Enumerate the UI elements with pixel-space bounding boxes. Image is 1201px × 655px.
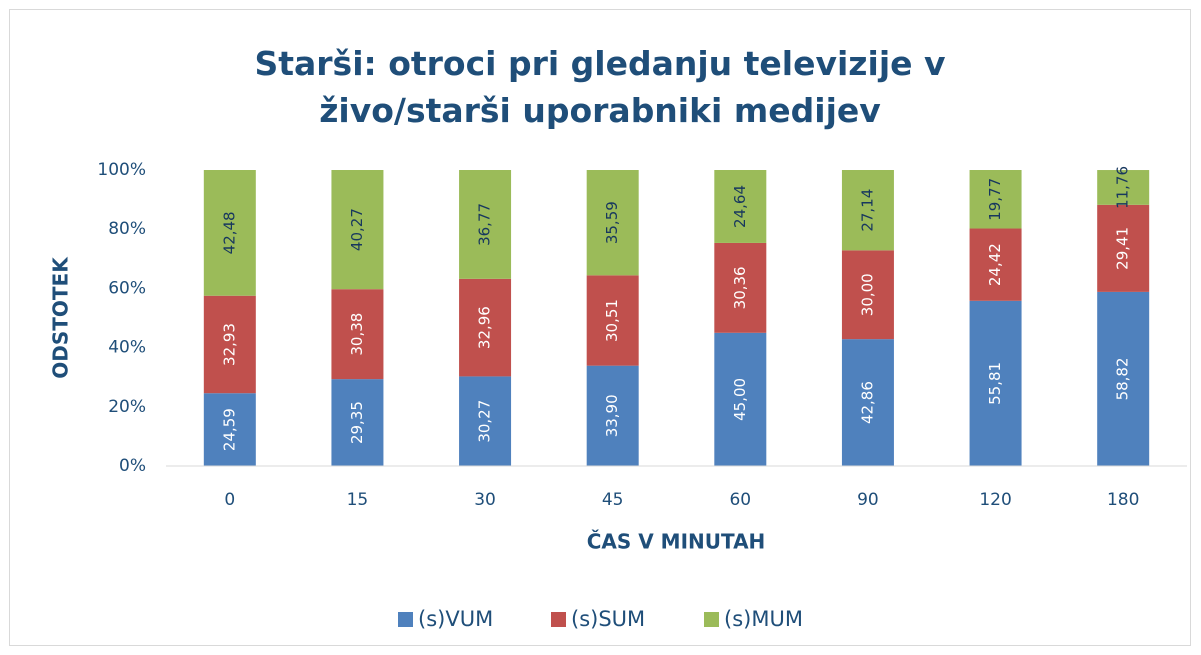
bar-segment	[459, 376, 512, 466]
data-label: 27,14	[858, 189, 876, 232]
bar-segment	[841, 170, 894, 251]
data-label: 30,38	[348, 313, 366, 356]
bar-segment	[459, 278, 512, 377]
data-label: 24,64	[731, 185, 749, 228]
data-label: 30,51	[603, 299, 621, 342]
x-tick-label: 15	[347, 490, 369, 510]
data-label: 29,41	[1114, 227, 1132, 270]
bar-segment	[203, 295, 256, 394]
bar-segment	[714, 170, 767, 243]
data-label: 32,93	[220, 323, 238, 366]
data-label: 45,00	[731, 378, 749, 421]
bar-segment	[331, 170, 384, 290]
data-label: 40,27	[348, 208, 366, 251]
data-label: 30,36	[731, 266, 749, 309]
bar-segment	[459, 170, 512, 279]
bar-segment	[331, 379, 384, 466]
x-tick-label: 90	[857, 490, 879, 510]
y-tick-label: 20%	[108, 397, 146, 417]
legend-label: (s)SUM	[571, 607, 645, 631]
y-tick-label: 0%	[119, 456, 146, 476]
legend-label: (s)MUM	[724, 607, 803, 631]
bar-segment	[1097, 170, 1150, 205]
x-tick-label: 120	[979, 490, 1011, 510]
legend-swatch	[704, 612, 719, 627]
y-tick-label: 100%	[97, 160, 146, 180]
bar-segment	[969, 300, 1022, 466]
x-tick-label: 0	[224, 490, 235, 510]
bar-segment	[841, 250, 894, 340]
x-tick-label: 30	[474, 490, 496, 510]
data-label: 36,77	[476, 203, 494, 246]
bar-segment	[1097, 204, 1150, 292]
y-axis-label: ODSTOTEK	[49, 256, 73, 379]
bar-segment	[714, 242, 767, 333]
y-tick-label: 40%	[108, 338, 146, 358]
x-tick-label: 180	[1107, 490, 1139, 510]
bar-segment	[586, 170, 639, 276]
bar-segment	[331, 289, 384, 380]
data-label: 30,00	[858, 273, 876, 316]
data-label: 24,42	[986, 243, 1004, 286]
bar-segment	[203, 393, 256, 466]
data-label: 33,90	[603, 394, 621, 437]
x-tick-label: 60	[729, 490, 751, 510]
data-label: 24,59	[220, 408, 238, 451]
data-label: 35,59	[603, 201, 621, 244]
legend-swatch	[398, 612, 413, 627]
y-tick-label: 60%	[108, 278, 146, 298]
x-tick-label: 45	[602, 490, 624, 510]
bar-segment	[969, 228, 1022, 301]
data-label: 32,96	[476, 306, 494, 349]
bar-segment	[841, 339, 894, 466]
chart-title: Starši: otroci pri gledanju televizije v…	[254, 44, 946, 130]
data-label: 30,27	[476, 400, 494, 443]
bar-segment	[1097, 291, 1150, 466]
data-label: 42,86	[858, 381, 876, 424]
data-label: 29,35	[348, 401, 366, 444]
x-axis-label: ČAS V MINUTAH	[587, 530, 766, 554]
bar-segment	[586, 275, 639, 366]
data-label: 58,82	[1114, 357, 1132, 400]
bar-segment	[203, 170, 256, 296]
data-label: 11,76	[1114, 166, 1132, 209]
legend-swatch	[551, 612, 566, 627]
bar-segment	[969, 170, 1022, 229]
bar-segment	[714, 332, 767, 466]
data-label: 42,48	[220, 211, 238, 254]
y-tick-label: 80%	[108, 219, 146, 239]
legend-label: (s)VUM	[418, 607, 493, 631]
bar-segment	[586, 365, 639, 466]
data-label: 55,81	[986, 362, 1004, 405]
data-label: 19,77	[986, 178, 1004, 221]
